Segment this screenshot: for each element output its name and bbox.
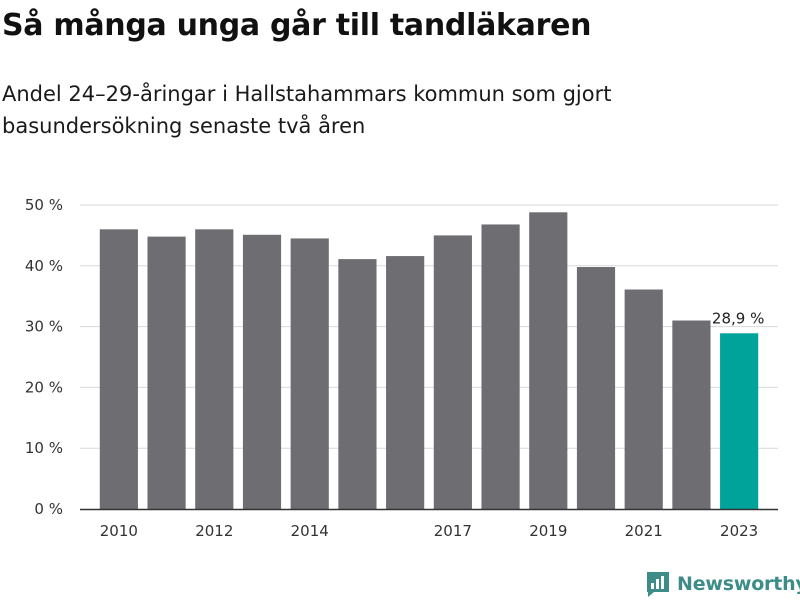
y-tick-label: 20 % [25, 378, 63, 396]
brand-name: Newsworthy [677, 573, 800, 595]
x-tick-label: 2017 [434, 522, 472, 540]
newsworthy-logo-icon [647, 572, 669, 597]
y-tick-label: 10 % [25, 439, 63, 457]
chart-title: Så många unga går till tandläkaren [2, 8, 592, 43]
y-tick-label: 0 % [34, 500, 63, 518]
y-tick-label: 40 % [25, 257, 63, 275]
bar-2023 [720, 333, 759, 509]
x-tick-label: 2021 [625, 522, 663, 540]
bar-2019 [529, 212, 568, 509]
brand-logo: Newsworthy [645, 568, 800, 600]
bar-chart: 0 % 10 % 20 % 30 % 40 % 50 % 2010 2012 2014 2017 2… [25, 196, 778, 540]
bar-2015 [338, 259, 377, 509]
data-label-2023: 28,9 % [712, 309, 764, 327]
bar-2017 [433, 235, 472, 509]
bar-2020 [576, 267, 616, 509]
bar-2021 [624, 289, 663, 509]
bar-2014 [290, 238, 329, 509]
x-tick-label: 2019 [529, 522, 567, 540]
x-tick-label: 2023 [720, 522, 758, 540]
y-tick-label: 50 % [25, 196, 63, 214]
x-tick-label: 2014 [291, 522, 329, 540]
x-tick-label: 2010 [100, 522, 138, 540]
bar-2011 [147, 236, 186, 509]
bar-2010 [99, 229, 138, 509]
bar-2018 [481, 224, 520, 509]
bar-2016 [386, 256, 425, 509]
bar-2012 [195, 229, 234, 509]
bar-2013 [242, 234, 282, 509]
chart-subtitle: Andel 24–29-åringar i Hallstahammars kom… [2, 82, 612, 138]
x-tick-label: 2012 [195, 522, 233, 540]
y-tick-label: 30 % [25, 318, 63, 336]
bar-2022 [672, 320, 711, 509]
